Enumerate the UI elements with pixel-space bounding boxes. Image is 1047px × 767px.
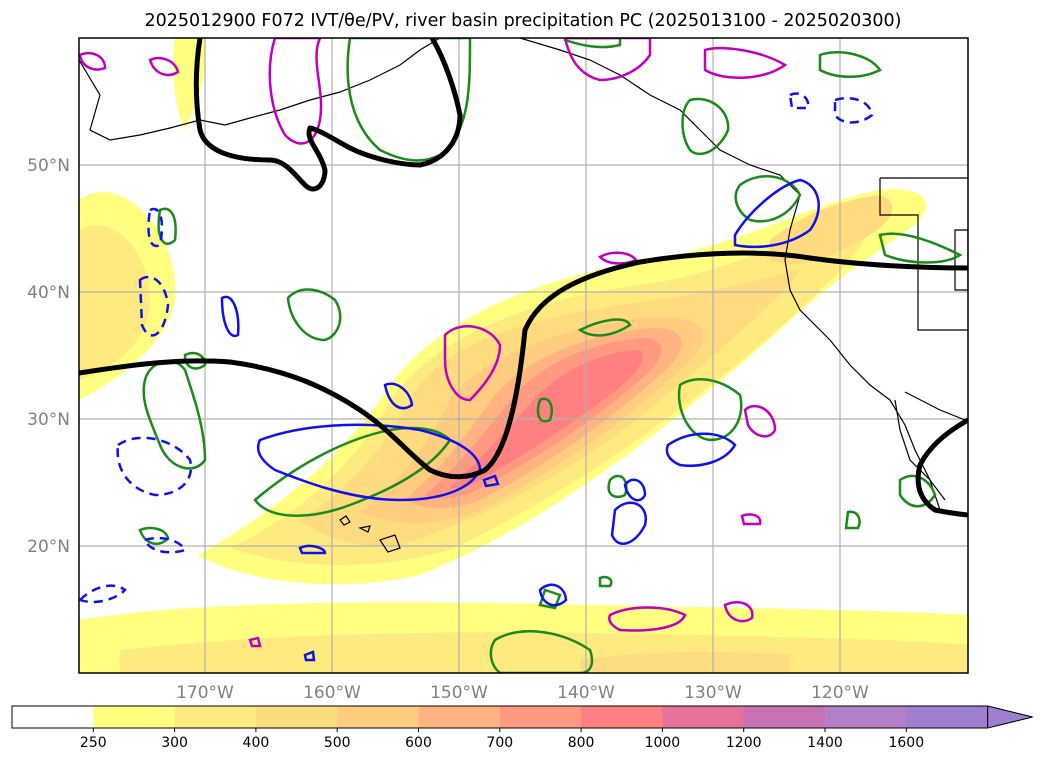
latitude-labels: 50°N 40°N 30°N 20°N xyxy=(27,156,70,557)
coastlines xyxy=(79,38,968,553)
blue-dashed-contours xyxy=(79,92,874,604)
colorbar-segment xyxy=(174,706,257,728)
colorbar: 250 300 400 500 600 700 800 1000 1200 1400 1600 xyxy=(11,705,1033,751)
colorbar-tick-label: 1000 xyxy=(645,735,681,751)
colorbar-tick-label: 500 xyxy=(324,735,351,751)
lat-label-50: 50°N xyxy=(27,156,70,176)
colorbar-segment xyxy=(337,706,419,728)
colorbar-tick-label: 250 xyxy=(80,735,107,751)
colorbar-segment xyxy=(499,706,582,728)
colorbar-segment xyxy=(825,706,907,728)
colorbar-segment xyxy=(418,706,501,728)
colorbar-segment xyxy=(906,706,989,728)
colorbar-segment xyxy=(743,706,826,728)
lat-label-20: 20°N xyxy=(27,537,70,557)
colorbar-tick-label: 1600 xyxy=(888,735,924,751)
map-title: 2025012900 F072 IVT/θe/PV, river basin p… xyxy=(145,11,902,31)
magenta-contours xyxy=(79,38,788,648)
colorbar-tick-label: 1400 xyxy=(807,735,843,751)
longitude-labels: 170°W 160°W 150°W 140°W 130°W 120°W xyxy=(176,683,869,703)
map-area xyxy=(79,38,968,673)
lon-label-160w: 160°W xyxy=(303,683,361,703)
colorbar-extend-arrow xyxy=(987,705,1033,729)
colorbar-segment xyxy=(12,706,94,728)
lon-label-170w: 170°W xyxy=(176,683,234,703)
lon-label-140w: 140°W xyxy=(557,683,615,703)
colorbar-segment xyxy=(662,706,745,728)
colorbar-segment xyxy=(255,706,338,728)
lon-label-120w: 120°W xyxy=(811,683,869,703)
colorbar-segment xyxy=(581,706,663,728)
colorbar-tick-label: 300 xyxy=(161,735,188,751)
colorbar-tick-label: 600 xyxy=(405,735,432,751)
lon-label-130w: 130°W xyxy=(684,683,742,703)
colorbar-tick-label: 400 xyxy=(243,735,270,751)
map-frame xyxy=(78,37,969,674)
lat-label-40: 40°N xyxy=(27,283,70,303)
colorbar-tick-label: 800 xyxy=(568,735,595,751)
lon-label-150w: 150°W xyxy=(430,683,488,703)
colorbar-segment xyxy=(93,706,176,728)
pv-contours xyxy=(79,38,968,518)
colorbar-tick-label: 700 xyxy=(486,735,513,751)
lat-label-30: 30°N xyxy=(27,410,70,430)
blue-contours xyxy=(220,178,820,662)
colorbar-tick-label: 1200 xyxy=(726,735,762,751)
